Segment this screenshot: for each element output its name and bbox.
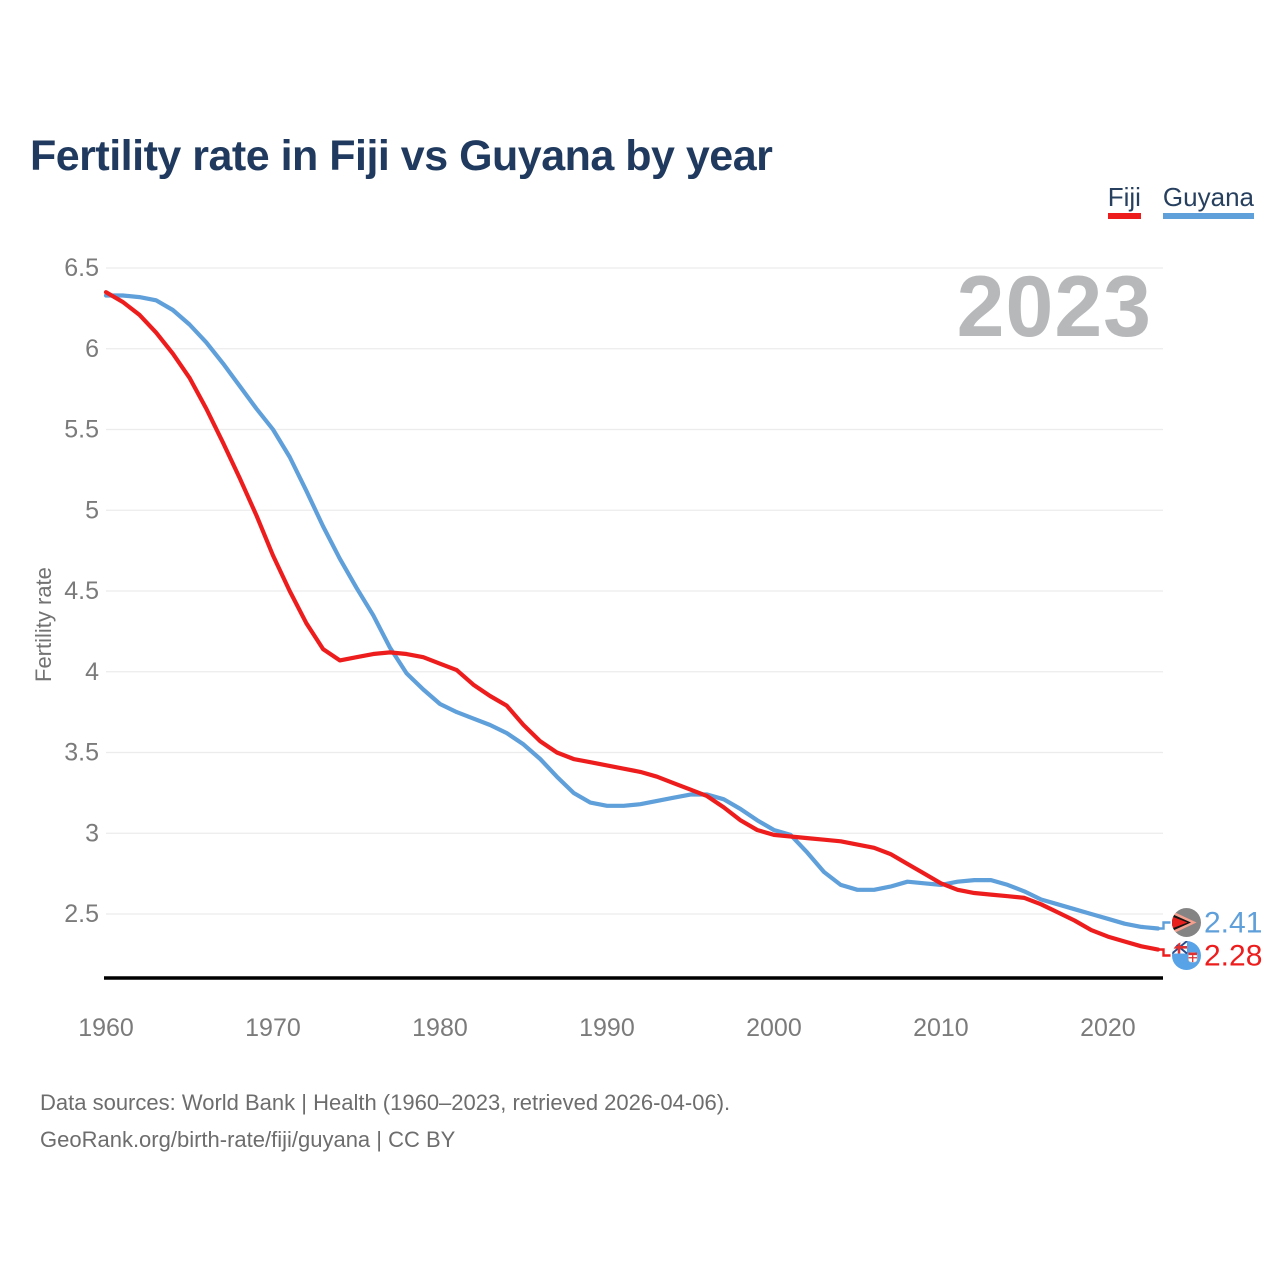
y-tick-label: 5	[85, 496, 99, 524]
end-label-connector-fiji	[1158, 948, 1171, 957]
legend-item-fiji[interactable]: Fiji	[1107, 182, 1141, 219]
legend-underline-guyana	[1162, 213, 1254, 219]
fiji-flag-icon	[1172, 941, 1201, 971]
series-line-guyana[interactable]	[103, 293, 1161, 931]
x-tick-label: 2020	[1080, 1014, 1136, 1042]
legend-underline-fiji	[1107, 213, 1141, 219]
guyana-flag-art	[1172, 908, 1201, 938]
watermark-year: 2023	[956, 259, 1152, 355]
x-tick-label: 2000	[746, 1014, 802, 1042]
end-value-label-fiji: 2.28	[1204, 940, 1262, 973]
y-tick-label: 3	[85, 819, 99, 847]
y-tick-label: 3.5	[64, 739, 99, 767]
footer-attribution: GeoRank.org/birth-rate/fiji/guyana | CC …	[40, 1127, 456, 1152]
page-title: Fertility rate in Fiji vs Guyana by year	[30, 131, 773, 180]
y-tick-label: 4.5	[64, 577, 99, 605]
y-tick-label: 2.5	[64, 900, 99, 928]
x-tick-label: 1970	[245, 1014, 301, 1042]
end-value-label-guyana: 2.41	[1204, 907, 1262, 940]
guyana-flag-icon	[1172, 908, 1201, 938]
legend-label-fiji: Fiji	[1107, 182, 1141, 212]
x-tick-label: 1990	[579, 1014, 635, 1042]
legend-label-guyana: Guyana	[1162, 182, 1254, 212]
fiji-flag-art	[1172, 941, 1201, 971]
x-tick-label: 2010	[913, 1014, 969, 1042]
y-tick-label: 6.5	[64, 254, 99, 282]
y-tick-label: 6	[85, 335, 99, 363]
footer-data-sources: Data sources: World Bank | Health (1960–…	[40, 1090, 731, 1115]
legend-item-guyana[interactable]: Guyana	[1162, 182, 1254, 219]
footer: Data sources: World Bank | Health (1960–…	[40, 1084, 730, 1158]
series-line-fiji[interactable]	[103, 290, 1161, 952]
end-label-connector-guyana	[1158, 921, 1171, 930]
y-tick-label: 4	[85, 658, 99, 686]
x-tick-label: 1960	[78, 1014, 134, 1042]
legend: Fiji Guyana	[1107, 182, 1254, 219]
y-tick-label: 5.5	[64, 416, 99, 444]
x-tick-label: 1980	[412, 1014, 468, 1042]
